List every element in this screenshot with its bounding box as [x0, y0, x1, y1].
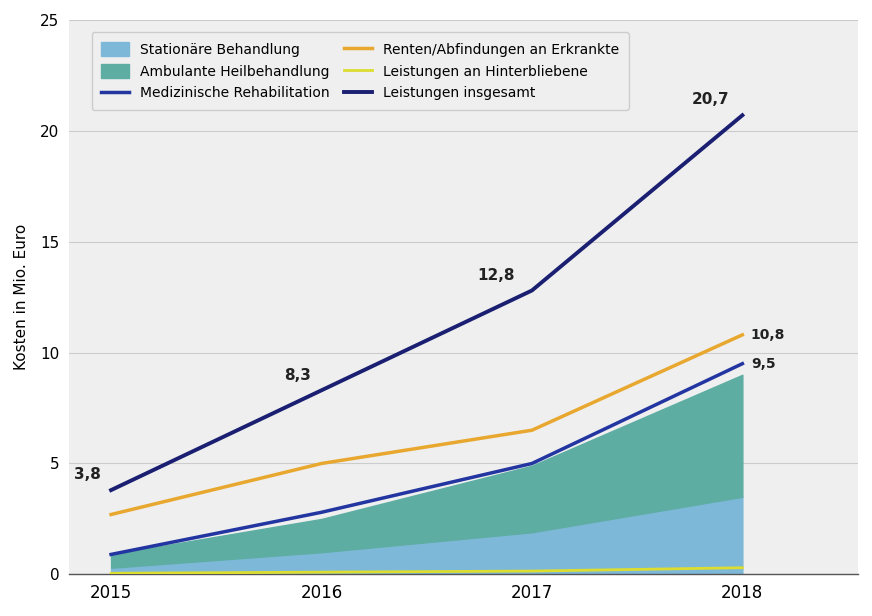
Text: 20,7: 20,7 — [692, 92, 730, 108]
Legend: Stationäre Behandlung, Ambulante Heilbehandlung, Medizinische Rehabilitation, Re: Stationäre Behandlung, Ambulante Heilbeh… — [92, 33, 629, 110]
Text: 8,3: 8,3 — [284, 368, 311, 383]
Text: 12,8: 12,8 — [478, 268, 515, 283]
Text: 3,8: 3,8 — [73, 468, 100, 482]
Text: 9,5: 9,5 — [751, 357, 775, 371]
Y-axis label: Kosten in Mio. Euro: Kosten in Mio. Euro — [14, 224, 29, 370]
Text: 10,8: 10,8 — [751, 328, 785, 342]
